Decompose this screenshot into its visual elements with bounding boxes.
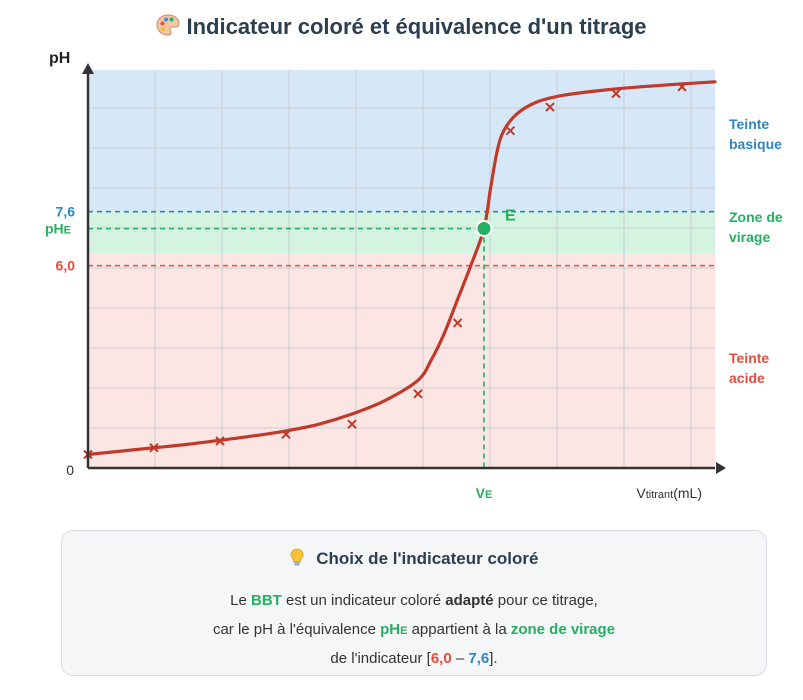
indicator-card: Choix de l'indicateur coloré Le BBT est … xyxy=(61,530,767,676)
data-point xyxy=(149,443,159,453)
x-label-unit: (mL) xyxy=(673,485,702,501)
axis-labels: Teinte basique Zone de virage Teinte acide 7,6… xyxy=(45,50,783,501)
x-axis-label: Vtitrant(mL) xyxy=(636,485,702,501)
data-point xyxy=(347,419,357,429)
point-stroke xyxy=(611,88,621,99)
phE-sub: E xyxy=(64,225,71,237)
palette-icon xyxy=(156,14,180,42)
reference-lines xyxy=(88,210,715,468)
y-tick-label: 7,6 xyxy=(56,204,76,220)
data-point xyxy=(611,88,621,99)
zone-label: virage xyxy=(729,229,770,245)
data-point xyxy=(545,102,555,112)
data-point xyxy=(505,126,516,136)
point-stroke xyxy=(347,419,357,429)
point-stroke xyxy=(413,389,423,399)
x-label-main: V xyxy=(636,485,646,501)
zone-2 xyxy=(88,211,715,254)
high-bound: 7,6 xyxy=(468,650,490,667)
x-axis-arrow xyxy=(716,462,726,474)
origin-label: 0 xyxy=(66,462,74,478)
point-stroke xyxy=(281,429,291,439)
data-point xyxy=(413,389,423,399)
text: pour ce titrage, xyxy=(493,592,598,609)
ve-label: VE xyxy=(476,485,493,501)
data-point xyxy=(215,436,225,446)
data-point xyxy=(452,318,463,328)
grid xyxy=(88,70,715,468)
bbt-text: BBT xyxy=(251,592,282,609)
x-label-sub: titrant xyxy=(646,489,674,501)
low-bound: 6,0 xyxy=(430,650,452,667)
page-title: Indicateur coloré et équivalence d'un ti… xyxy=(0,14,803,42)
equivalence-point xyxy=(475,220,493,238)
data-point xyxy=(677,82,687,92)
zone-label: Teinte xyxy=(729,350,769,366)
point-stroke xyxy=(545,102,555,112)
text: de l'indicateur [ xyxy=(330,650,431,667)
measurement-points xyxy=(83,82,687,460)
phE-sub: E xyxy=(400,625,408,637)
text: Le xyxy=(230,592,251,609)
text: appartient à la xyxy=(407,621,511,638)
phE-label: pHE xyxy=(45,221,71,237)
phE-text: pH xyxy=(380,621,401,638)
y-axis-arrow xyxy=(82,63,94,74)
y-axis-label: pH xyxy=(49,50,70,67)
zone-3 xyxy=(88,253,715,468)
equivalence-label: E xyxy=(505,208,516,225)
titration-chart: Teinte basique Zone de virage Teinte acide 7,6… xyxy=(45,50,783,501)
card-line-2: car le pH à l'équivalence pHE appartient… xyxy=(62,621,766,638)
point-stroke xyxy=(677,82,687,92)
text: ]. xyxy=(489,650,498,667)
ve-sub: E xyxy=(485,489,492,501)
zone-label: acide xyxy=(729,370,765,386)
card-title-text: Choix de l'indicateur coloré xyxy=(316,549,539,568)
adapte-text: adapté xyxy=(445,592,494,609)
point-stroke xyxy=(452,318,463,328)
axes xyxy=(82,63,726,474)
text: – xyxy=(451,650,469,667)
lightbulb-icon xyxy=(290,548,317,568)
zone-1 xyxy=(88,70,715,212)
point-stroke xyxy=(215,436,225,446)
text: est un indicateur coloré xyxy=(281,592,446,609)
zone-label: Teinte xyxy=(729,116,769,132)
card-line-3: de l'indicateur [6,0 – 7,6]. xyxy=(62,650,766,667)
text: car le pH à l'équivalence xyxy=(212,621,381,638)
phE-main: pH xyxy=(45,221,64,237)
title-text: Indicateur coloré et équivalence d'un ti… xyxy=(186,14,647,39)
point-stroke xyxy=(505,126,516,136)
card-title: Choix de l'indicateur coloré xyxy=(62,548,766,569)
ve-main: V xyxy=(476,485,486,501)
zone-virage-text: zone de virage xyxy=(510,621,616,638)
point-stroke xyxy=(149,443,159,453)
zone-label: Zone de xyxy=(729,209,783,225)
data-point xyxy=(281,429,291,439)
y-tick-label: 6,0 xyxy=(56,258,76,274)
zone-label: basique xyxy=(729,136,782,152)
color-zones xyxy=(88,70,715,468)
card-line-1: Le BBT est un indicateur coloré adapté p… xyxy=(62,592,766,609)
